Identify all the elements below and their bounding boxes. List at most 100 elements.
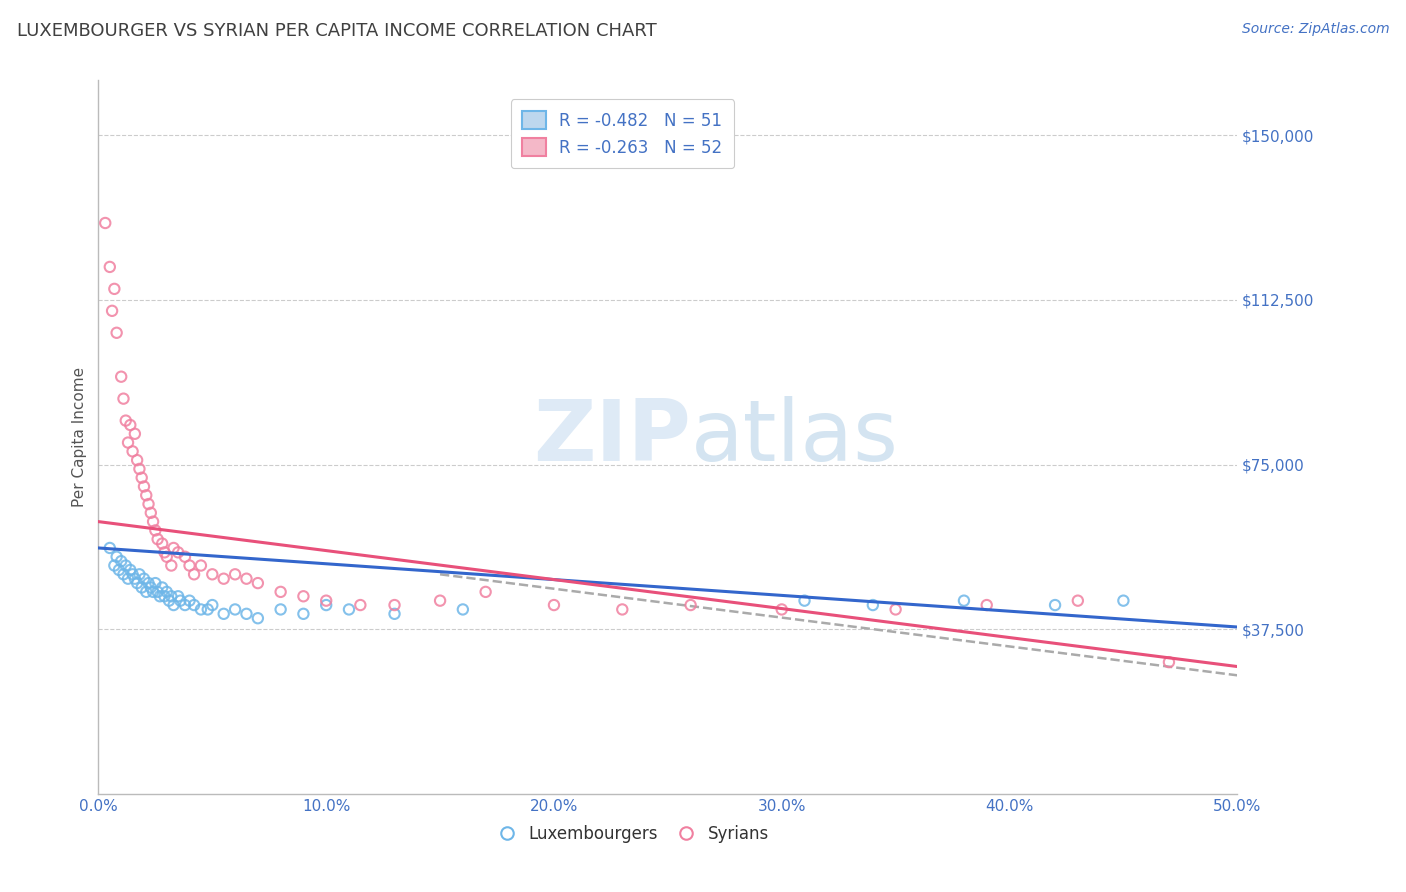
Point — [108, 563, 131, 577]
Point — [612, 602, 634, 616]
Point — [315, 593, 337, 607]
Point — [153, 545, 176, 559]
Point — [114, 414, 136, 428]
Text: Source: ZipAtlas.com: Source: ZipAtlas.com — [1241, 22, 1389, 37]
Point — [179, 558, 201, 573]
Point — [117, 435, 139, 450]
Point — [884, 602, 907, 616]
Point — [138, 576, 160, 591]
Point — [124, 426, 146, 441]
Point — [128, 567, 150, 582]
Point — [120, 563, 142, 577]
Point — [270, 585, 292, 599]
Point — [150, 581, 173, 595]
Text: atlas: atlas — [690, 395, 898, 479]
Point — [98, 541, 121, 555]
Point — [94, 216, 117, 230]
Text: LUXEMBOURGER VS SYRIAN PER CAPITA INCOME CORRELATION CHART: LUXEMBOURGER VS SYRIAN PER CAPITA INCOME… — [17, 22, 657, 40]
Point — [679, 598, 702, 612]
Point — [224, 602, 246, 616]
Point — [190, 602, 212, 616]
Point — [117, 572, 139, 586]
Point — [156, 549, 179, 564]
Point — [235, 607, 257, 621]
Point — [156, 585, 179, 599]
Point — [135, 488, 157, 502]
Point — [349, 598, 371, 612]
Point — [190, 558, 212, 573]
Point — [183, 598, 205, 612]
Point — [197, 602, 219, 616]
Point — [142, 515, 165, 529]
Point — [139, 506, 162, 520]
Point — [429, 593, 451, 607]
Point — [110, 554, 132, 568]
Point — [138, 497, 160, 511]
Legend: Luxembourgers, Syrians: Luxembourgers, Syrians — [492, 819, 776, 850]
Point — [337, 602, 360, 616]
Point — [127, 453, 149, 467]
Point — [112, 567, 135, 582]
Point — [121, 444, 143, 458]
Point — [169, 593, 191, 607]
Point — [384, 607, 406, 621]
Point — [384, 598, 406, 612]
Point — [132, 572, 155, 586]
Point — [121, 567, 143, 582]
Point — [474, 585, 496, 599]
Point — [105, 326, 128, 340]
Point — [114, 558, 136, 573]
Point — [179, 593, 201, 607]
Point — [793, 593, 815, 607]
Point — [246, 576, 269, 591]
Point — [953, 593, 976, 607]
Point — [183, 567, 205, 582]
Y-axis label: Per Capita Income: Per Capita Income — [72, 367, 87, 508]
Point — [120, 417, 142, 432]
Point — [174, 598, 197, 612]
Point — [145, 576, 167, 591]
Point — [770, 602, 793, 616]
Point — [201, 567, 224, 582]
Point — [103, 282, 125, 296]
Point — [212, 572, 235, 586]
Point — [146, 585, 169, 599]
Point — [153, 589, 176, 603]
Point — [127, 576, 149, 591]
Point — [1043, 598, 1066, 612]
Point — [224, 567, 246, 582]
Point — [862, 598, 884, 612]
Point — [131, 581, 153, 595]
Point — [315, 598, 337, 612]
Point — [1112, 593, 1135, 607]
Point — [543, 598, 565, 612]
Point — [270, 602, 292, 616]
Point — [246, 611, 269, 625]
Point — [167, 589, 190, 603]
Point — [103, 558, 125, 573]
Point — [128, 462, 150, 476]
Point — [150, 536, 173, 550]
Point — [112, 392, 135, 406]
Point — [1067, 593, 1090, 607]
Point — [292, 607, 315, 621]
Point — [146, 532, 169, 546]
Point — [142, 585, 165, 599]
Point — [110, 369, 132, 384]
Point — [135, 585, 157, 599]
Point — [101, 303, 124, 318]
Point — [157, 593, 180, 607]
Point — [212, 607, 235, 621]
Point — [160, 558, 183, 573]
Point — [124, 572, 146, 586]
Point — [145, 524, 167, 538]
Point — [167, 545, 190, 559]
Point — [976, 598, 998, 612]
Point — [162, 541, 184, 555]
Point — [201, 598, 224, 612]
Point — [162, 598, 184, 612]
Point — [292, 589, 315, 603]
Point — [139, 581, 162, 595]
Point — [98, 260, 121, 274]
Text: ZIP: ZIP — [533, 395, 690, 479]
